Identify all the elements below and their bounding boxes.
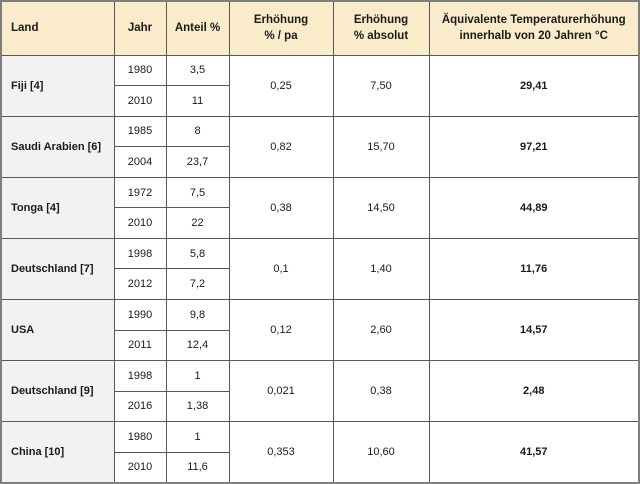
cell-anteil: 23,7 [165, 146, 230, 178]
header-erhoehung-pct-absolut: Erhöhung % absolut [332, 0, 430, 56]
header-jahr: Jahr [113, 0, 167, 56]
header-anteil-prozent: Anteil % [165, 0, 230, 56]
cell-temperaturerhoehung: 41,57 [428, 421, 640, 484]
cell-jahr: 1985 [113, 115, 167, 148]
table-row: Deutschland [9] 1998 1 0,021 0,38 2,48 [0, 360, 640, 423]
header-aequivalente-temperaturerhoehung: Äquivalente Temperaturerhöhung innerhalb… [428, 0, 640, 56]
cell-anteil: 1 [165, 421, 230, 453]
cell-anteil: 5,8 [165, 237, 230, 270]
header-land: Land [0, 0, 115, 56]
cell-jahr: 1998 [113, 360, 167, 392]
cell-anteil: 3,5 [165, 54, 230, 87]
cell-anteil: 8 [165, 115, 230, 148]
table-row: 2010 11 [1, 85, 639, 117]
cell-erhoehung-absolut: 2,60 [332, 298, 430, 362]
cell-jahr: 2010 [113, 451, 167, 484]
cell-temperaturerhoehung: 11,76 [428, 237, 640, 301]
cell-erhoehung-absolut: 1,40 [332, 237, 430, 301]
cell-jahr: 2012 [113, 268, 167, 300]
table-row: China [10] 1980 1 0,353 10,60 41,57 [0, 421, 640, 484]
cell-erhoehung-pa: 0,021 [228, 360, 334, 423]
table-row: Fiji [4] 1980 3,5 0,25 7,50 29,41 [0, 54, 640, 117]
cell-land: Fiji [4] [0, 54, 115, 117]
table-row: 2010 22 [1, 207, 639, 239]
cell-temperaturerhoehung: 14,57 [428, 298, 640, 362]
cell-jahr: 2004 [113, 146, 167, 178]
cell-temperaturerhoehung: 44,89 [428, 176, 640, 239]
cell-jahr: 1980 [113, 54, 167, 87]
cell-erhoehung-pa: 0,82 [228, 115, 334, 178]
cell-erhoehung-pa: 0,1 [228, 237, 334, 301]
table-row: 2012 7,2 [1, 268, 639, 300]
cell-land: Deutschland [9] [0, 360, 115, 423]
cell-erhoehung-pa: 0,12 [228, 298, 334, 362]
cell-temperaturerhoehung: 97,21 [428, 115, 640, 178]
table-row: USA 1990 9,8 0,12 2,60 14,57 [0, 298, 640, 362]
cell-anteil: 12,4 [165, 329, 230, 362]
cell-erhoehung-pa: 0,38 [228, 176, 334, 239]
cell-anteil: 1,38 [165, 390, 230, 423]
cell-erhoehung-absolut: 14,50 [332, 176, 430, 239]
cell-anteil: 7,5 [165, 176, 230, 209]
cell-anteil: 22 [165, 207, 230, 239]
cell-jahr: 1998 [113, 237, 167, 270]
cell-temperaturerhoehung: 2,48 [428, 360, 640, 423]
cell-land: Tonga [4] [0, 176, 115, 239]
cell-anteil: 1 [165, 360, 230, 392]
header-erhoehung-pct-pa: Erhöhung % / pa [228, 0, 334, 56]
cell-land: China [10] [0, 421, 115, 484]
cell-land: USA [0, 298, 115, 362]
cell-erhoehung-absolut: 10,60 [332, 421, 430, 484]
cell-jahr: 2011 [113, 329, 167, 362]
cell-jahr: 1972 [113, 176, 167, 209]
table-row: 2016 1,38 [1, 390, 639, 423]
table-row: 2010 11,6 [1, 451, 639, 484]
table-row: 2004 23,7 [1, 146, 639, 178]
cell-jahr: 2010 [113, 85, 167, 117]
cell-jahr: 2016 [113, 390, 167, 423]
table-row: Tonga [4] 1972 7,5 0,38 14,50 44,89 [0, 176, 640, 239]
cell-erhoehung-absolut: 7,50 [332, 54, 430, 117]
cell-jahr: 1980 [113, 421, 167, 453]
cell-anteil: 11 [165, 85, 230, 117]
cell-land: Deutschland [7] [0, 237, 115, 301]
cell-erhoehung-absolut: 15,70 [332, 115, 430, 178]
table-row: Deutschland [7] 1998 5,8 0,1 1,40 11,76 [0, 237, 640, 301]
cell-temperaturerhoehung: 29,41 [428, 54, 640, 117]
table-row: Saudi Arabien [6] 1985 8 0,82 15,70 97,2… [0, 115, 640, 178]
cell-jahr: 2010 [113, 207, 167, 239]
cell-erhoehung-pa: 0,353 [228, 421, 334, 484]
cell-jahr: 1990 [113, 299, 167, 331]
cell-erhoehung-absolut: 0,38 [332, 360, 430, 423]
cell-anteil: 9,8 [165, 299, 230, 331]
header-row: Land Jahr Anteil % Erhöhung % / pa Erhöh… [0, 0, 640, 56]
cell-land: Saudi Arabien [6] [0, 115, 115, 178]
cell-anteil: 7,2 [165, 268, 230, 300]
cell-erhoehung-pa: 0,25 [228, 54, 334, 117]
cell-anteil: 11,6 [165, 451, 230, 484]
